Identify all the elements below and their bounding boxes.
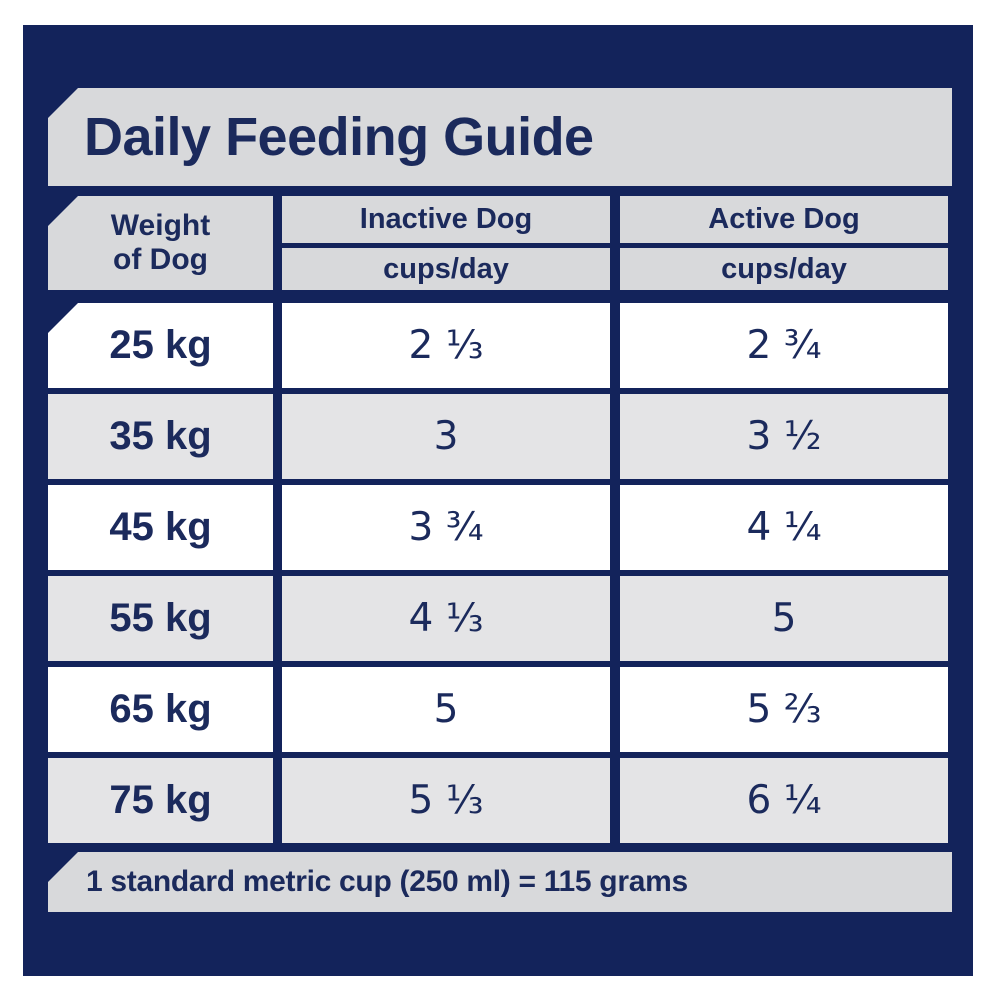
- inactive-unit-label: cups/day: [282, 248, 610, 290]
- weight-cell: 45 kg: [48, 485, 273, 570]
- active-value-cell: 5: [620, 576, 948, 661]
- weight-cell: 25 kg: [48, 303, 273, 388]
- weight-cell: 65 kg: [48, 667, 273, 752]
- weight-cell: 35 kg: [48, 394, 273, 479]
- active-value-cell: 4 ¼: [620, 485, 948, 570]
- col-header-inactive: Inactive Dog cups/day: [282, 196, 610, 290]
- table-row: 75 kg 5 ⅓ 6 ¼: [48, 758, 948, 843]
- inactive-value-cell: 2 ⅓: [282, 303, 610, 388]
- active-value-cell: 5 ⅔: [620, 667, 948, 752]
- table-row: 55 kg 4 ⅓ 5: [48, 576, 948, 661]
- table-header: Weight of Dog Inactive Dog cups/day Acti…: [48, 196, 948, 290]
- active-value-cell: 2 ¾: [620, 303, 948, 388]
- weight-cell: 55 kg: [48, 576, 273, 661]
- active-unit-label: cups/day: [620, 248, 948, 290]
- inactive-value-cell: 3 ¾: [282, 485, 610, 570]
- inactive-value-cell: 5: [282, 667, 610, 752]
- weight-header-line2: of Dog: [113, 243, 208, 276]
- inactive-value-cell: 4 ⅓: [282, 576, 610, 661]
- inactive-value-cell: 5 ⅓: [282, 758, 610, 843]
- table-row: 25 kg 2 ⅓ 2 ¾: [48, 303, 948, 388]
- feeding-guide-panel: Daily Feeding Guide Weight of Dog Inacti…: [23, 25, 973, 976]
- col-header-active: Active Dog cups/day: [620, 196, 948, 290]
- active-dog-label: Active Dog: [620, 196, 948, 243]
- inactive-value-cell: 3: [282, 394, 610, 479]
- table-row: 35 kg 3 3 ½: [48, 394, 948, 479]
- page-title: Daily Feeding Guide: [84, 107, 594, 167]
- active-value-cell: 6 ¼: [620, 758, 948, 843]
- col-header-weight: Weight of Dog: [48, 196, 273, 290]
- weight-cell: 75 kg: [48, 758, 273, 843]
- title-band: Daily Feeding Guide: [48, 88, 952, 186]
- inactive-dog-label: Inactive Dog: [282, 196, 610, 243]
- table-row: 45 kg 3 ¾ 4 ¼: [48, 485, 948, 570]
- active-value-cell: 3 ½: [620, 394, 948, 479]
- weight-header-line1: Weight: [110, 209, 211, 243]
- cup-conversion-note: 1 standard metric cup (250 ml) = 115 gra…: [86, 865, 688, 898]
- table-row: 65 kg 5 5 ⅔: [48, 667, 948, 752]
- footnote-band: 1 standard metric cup (250 ml) = 115 gra…: [48, 852, 952, 912]
